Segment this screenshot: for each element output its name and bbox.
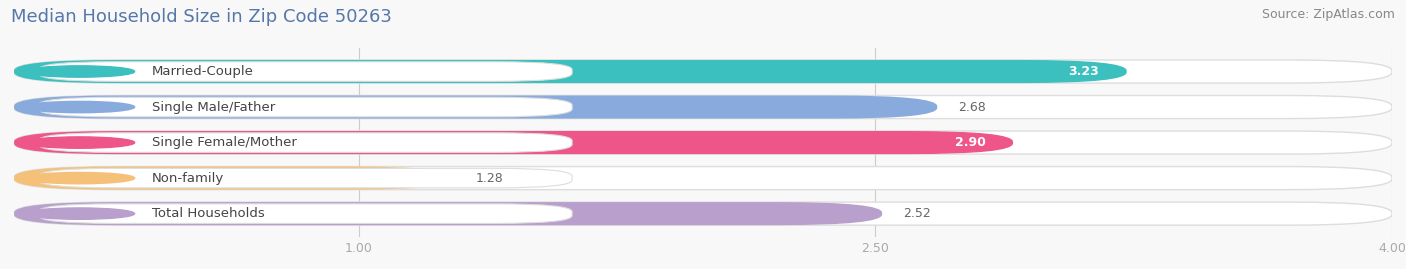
FancyBboxPatch shape bbox=[14, 131, 1012, 154]
Text: Source: ZipAtlas.com: Source: ZipAtlas.com bbox=[1261, 8, 1395, 21]
FancyBboxPatch shape bbox=[14, 60, 1392, 83]
Circle shape bbox=[24, 172, 135, 184]
FancyBboxPatch shape bbox=[14, 202, 882, 225]
Circle shape bbox=[24, 101, 135, 113]
Text: 2.68: 2.68 bbox=[957, 101, 986, 114]
Text: Non-family: Non-family bbox=[152, 172, 224, 185]
FancyBboxPatch shape bbox=[14, 60, 1126, 83]
FancyBboxPatch shape bbox=[38, 133, 572, 152]
Circle shape bbox=[24, 66, 135, 77]
FancyBboxPatch shape bbox=[14, 167, 1392, 190]
Text: 2.52: 2.52 bbox=[903, 207, 931, 220]
Circle shape bbox=[24, 137, 135, 148]
Text: Single Male/Father: Single Male/Father bbox=[152, 101, 276, 114]
FancyBboxPatch shape bbox=[14, 95, 938, 119]
FancyBboxPatch shape bbox=[38, 168, 572, 188]
Circle shape bbox=[24, 208, 135, 219]
FancyBboxPatch shape bbox=[14, 131, 1392, 154]
Text: 3.23: 3.23 bbox=[1069, 65, 1099, 78]
FancyBboxPatch shape bbox=[38, 97, 572, 117]
FancyBboxPatch shape bbox=[14, 202, 1392, 225]
Text: 1.28: 1.28 bbox=[475, 172, 503, 185]
Text: Median Household Size in Zip Code 50263: Median Household Size in Zip Code 50263 bbox=[11, 8, 392, 26]
FancyBboxPatch shape bbox=[38, 204, 572, 223]
Text: Single Female/Mother: Single Female/Mother bbox=[152, 136, 297, 149]
FancyBboxPatch shape bbox=[14, 95, 1392, 119]
Text: Total Households: Total Households bbox=[152, 207, 264, 220]
Text: 2.90: 2.90 bbox=[955, 136, 986, 149]
Text: Married-Couple: Married-Couple bbox=[152, 65, 253, 78]
FancyBboxPatch shape bbox=[14, 167, 456, 190]
FancyBboxPatch shape bbox=[38, 62, 572, 81]
